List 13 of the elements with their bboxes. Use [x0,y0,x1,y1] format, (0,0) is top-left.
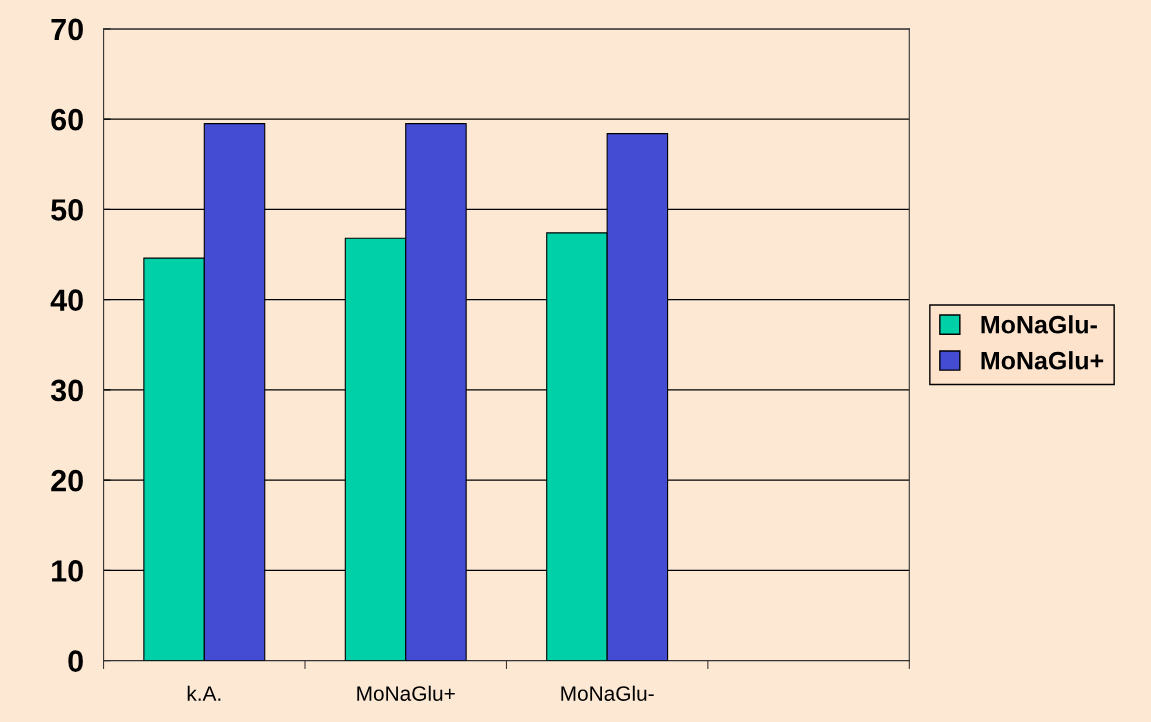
y-tick-label: 60 [51,108,83,131]
y-tick-label: 50 [51,199,83,221]
legend-label: MoNaGlu- [981,315,1097,334]
legend-label: MoNaGlu+ [981,351,1104,370]
y-tick-label: 0 [68,650,83,672]
y-tick-label: 10 [52,560,83,582]
y-tick-label: 30 [50,379,83,402]
y-tick-label: 20 [51,469,83,492]
y-tick-label: 40 [50,289,83,311]
x-tick-label: MoNaGlu- [561,685,654,701]
x-tick-label: MoNaGlu+ [357,685,455,701]
x-tick-label: k.A. [187,685,221,701]
y-tick-label: 70 [51,18,83,41]
